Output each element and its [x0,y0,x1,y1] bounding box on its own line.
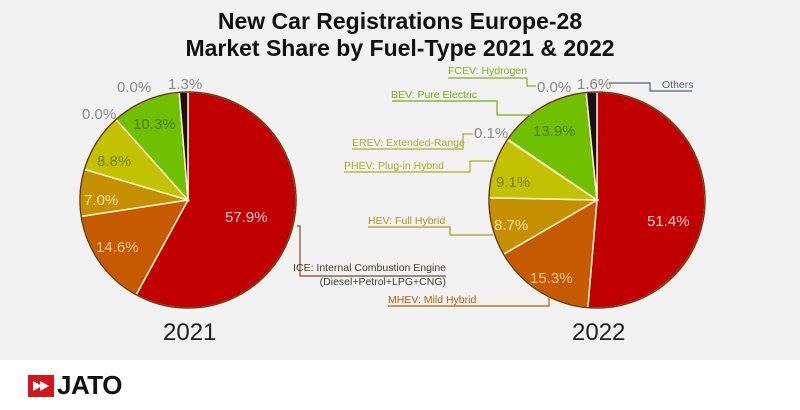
year-label-2021: 2021 [163,319,216,346]
slice-2022-ice [587,91,706,309]
leader-fcev [448,77,536,87]
legend-erev: EREV: Extended-Range [352,137,465,149]
label-2021-hev: 7.0% [84,192,118,209]
pie-charts: 57.9% 14.6% 7.0% 8.8% 0.0% 10.3% 0.0% 1.… [79,65,706,346]
label-2021-phev: 8.8% [97,153,131,170]
pie-outline [79,91,297,309]
legend-others: Others [662,79,694,91]
leader-hev [368,226,493,236]
label-2022-fcev: 0.0% [537,79,571,96]
legend-bev: BEV: Pure Electric [391,89,477,101]
title-line-2: Market Share by Fuel-Type 2021 & 2022 [185,35,615,61]
leader-others [609,82,692,92]
pie-2021 [79,91,297,309]
label-2021-ice: 57.9% [225,209,268,226]
leader-mhev [388,296,550,307]
legend-fcev: FCEV: Hydrogen [448,65,527,77]
legend-ice-line1: ICE: Internal Combustion Engine [293,262,446,274]
label-2021-bev: 10.3% [133,116,176,133]
pie-2022 [488,91,706,309]
label-2022-bev: 13.9% [533,123,576,140]
label-2022-ice: 51.4% [647,213,690,230]
legend-ice-line2: (Diesel+Petrol+LPG+CNG) [320,276,446,288]
legend-hev: HEV: Full Hybrid [368,215,445,227]
label-2022-phev: 9.1% [496,174,530,191]
title-line-1: New Car Registrations Europe-28 [217,8,583,34]
footer: JATO [0,360,800,410]
leader-phev [344,160,493,173]
year-label-2022: 2022 [572,319,625,346]
label-2022-erev: 0.1% [474,125,508,142]
leader-ice [297,225,446,277]
legend-mhev: MHEV: Mild Hybrid [388,294,476,306]
jato-logo: JATO [28,370,122,401]
legend-phev: PHEV: Plug-in Hybrid [344,160,444,172]
leader-bev [392,100,535,116]
logo-arrow-icon [28,374,54,397]
logo-text: JATO [57,370,122,400]
chart-title: New Car Registrations Europe-28 Market S… [0,8,800,62]
label-2021-erev: 0.0% [82,106,116,123]
pie-outline [488,91,706,309]
label-2021-others: 1.3% [168,76,202,93]
label-2022-others: 1.6% [577,76,611,93]
label-2021-mhev: 14.6% [96,239,139,256]
leader-erev [352,133,473,150]
label-2022-hev: 8.7% [494,217,528,234]
label-2022-mhev: 15.3% [530,270,573,287]
label-2021-fcev: 0.0% [117,79,151,96]
